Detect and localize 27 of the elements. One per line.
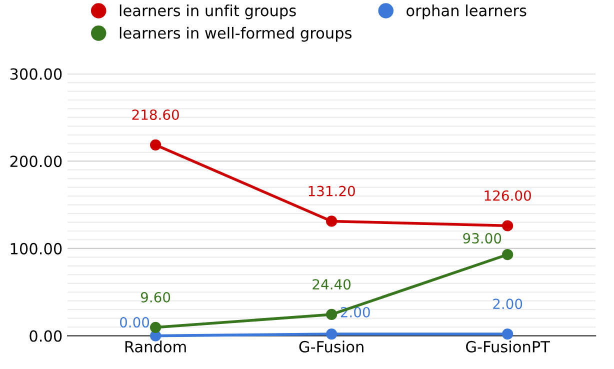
data-label: 2.00 [340, 306, 370, 318]
point [502, 328, 514, 340]
point [326, 328, 338, 340]
x-tick-label: G-Fusion [299, 340, 364, 352]
x-tick-label: G-FusionPT [466, 340, 550, 352]
y-tick-label: 0.00 [30, 330, 62, 342]
data-label: 0.00 [120, 317, 150, 328]
data-label: 2.00 [493, 298, 522, 310]
x-tick-label: Random [125, 340, 186, 352]
y-tick-label: 300.00 [10, 68, 62, 80]
point [150, 322, 162, 333]
data-label: 9.60 [140, 292, 170, 302]
y-tick-label: 100.00 [10, 242, 62, 254]
point [502, 220, 514, 232]
data-label: 24.40 [312, 279, 351, 290]
point [150, 139, 162, 150]
point [502, 249, 514, 260]
data-label: 131.20 [308, 186, 355, 196]
legend-label: learners in well-formed groups [120, 26, 352, 42]
data-label: 126.00 [484, 190, 531, 201]
point [326, 308, 338, 320]
legend-label: learners in unfit groups [120, 4, 296, 20]
legend-label: orphan learners [406, 4, 526, 20]
data-label: 218.60 [132, 109, 179, 120]
y-tick-label: 200.00 [10, 156, 62, 168]
data-label: 93.00 [463, 233, 502, 244]
point [326, 216, 338, 227]
